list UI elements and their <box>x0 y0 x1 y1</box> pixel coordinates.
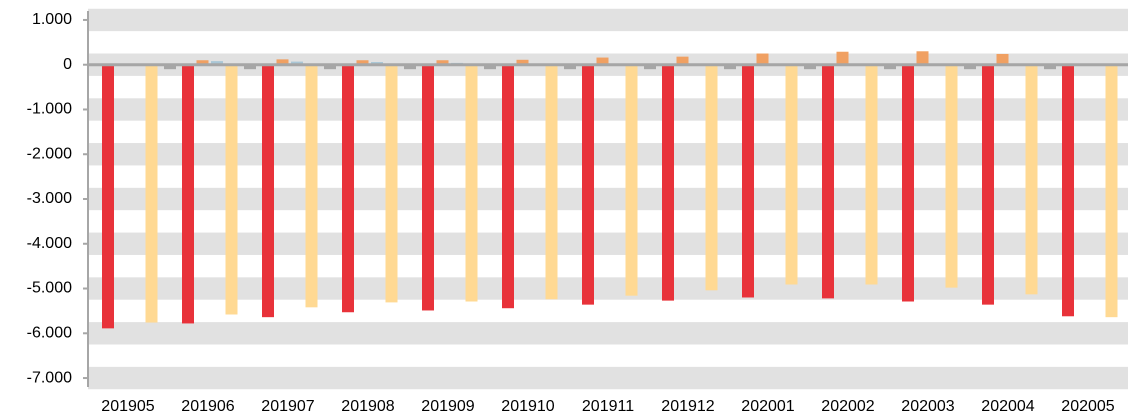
bar <box>596 57 609 65</box>
bar <box>964 64 976 70</box>
bar <box>676 56 689 65</box>
grid-band <box>88 232 1128 255</box>
y-tick-label: -2.000 <box>27 145 72 162</box>
bar <box>916 51 929 65</box>
x-tick-label: 201911 <box>582 398 634 415</box>
bar <box>564 64 576 70</box>
bar <box>422 64 434 311</box>
y-tick-label: 1.000 <box>32 11 72 28</box>
bar <box>756 53 769 65</box>
grid-band <box>88 322 1128 345</box>
bar <box>724 64 736 70</box>
bar <box>742 64 754 298</box>
bar <box>662 64 674 301</box>
bar <box>465 64 478 302</box>
y-tick-label: -3.000 <box>27 190 72 207</box>
bar <box>225 64 238 315</box>
grid-band <box>88 8 1128 32</box>
bar <box>276 59 289 65</box>
bar <box>436 60 449 65</box>
y-tick-label: -5.000 <box>27 280 72 297</box>
x-tick-label: 202001 <box>741 398 794 415</box>
bar <box>822 64 834 299</box>
x-tick-label: 201912 <box>661 398 714 415</box>
bar <box>545 64 558 300</box>
bar <box>145 64 158 323</box>
bar <box>1025 64 1038 295</box>
x-tick-label: 201909 <box>421 398 474 415</box>
bar <box>884 64 896 70</box>
bar <box>324 64 336 70</box>
grid-band <box>88 277 1128 300</box>
bar <box>1044 64 1056 70</box>
bar <box>705 64 718 291</box>
bar <box>244 64 256 70</box>
y-tick-label: -1.000 <box>27 101 72 118</box>
bar <box>305 64 318 308</box>
bar <box>865 64 878 285</box>
bar <box>182 64 194 324</box>
bar <box>404 64 416 70</box>
bar <box>804 64 816 70</box>
bar <box>211 61 223 65</box>
bar <box>356 60 369 65</box>
bar <box>502 64 514 309</box>
bar <box>785 64 798 285</box>
x-tick-label: 202002 <box>821 398 874 415</box>
x-tick-label: 201907 <box>261 398 314 415</box>
bar <box>644 64 656 70</box>
bar <box>625 64 638 296</box>
bar <box>342 64 354 313</box>
bar <box>291 61 303 65</box>
bar <box>582 64 594 305</box>
y-tick-label: -7.000 <box>27 369 72 386</box>
x-tick-label: 202003 <box>901 398 954 415</box>
bar <box>996 53 1009 65</box>
grid-band <box>88 98 1128 121</box>
bar <box>836 51 849 65</box>
grid-band <box>88 187 1128 211</box>
bar <box>196 60 209 65</box>
bar <box>982 64 994 305</box>
grid-band <box>88 143 1128 166</box>
bar <box>516 59 529 65</box>
bar <box>484 64 496 70</box>
x-tick-label: 201910 <box>501 398 554 415</box>
bar <box>1062 64 1074 317</box>
bar <box>385 64 398 303</box>
x-tick-label: 201908 <box>341 398 394 415</box>
x-tick-label: 202004 <box>981 398 1034 415</box>
x-tick-label: 202005 <box>1061 398 1114 415</box>
bar <box>262 64 274 318</box>
y-tick-label: -6.000 <box>27 325 72 342</box>
bar <box>102 64 114 329</box>
y-tick-label: 0 <box>63 56 72 73</box>
y-tick-label: -4.000 <box>27 235 72 252</box>
bar <box>164 64 176 70</box>
bar <box>1105 64 1118 318</box>
bar <box>902 64 914 302</box>
grid-band <box>88 366 1128 390</box>
x-tick-label: 201906 <box>181 398 234 415</box>
x-tick-label: 201905 <box>101 398 154 415</box>
bar <box>945 64 958 288</box>
